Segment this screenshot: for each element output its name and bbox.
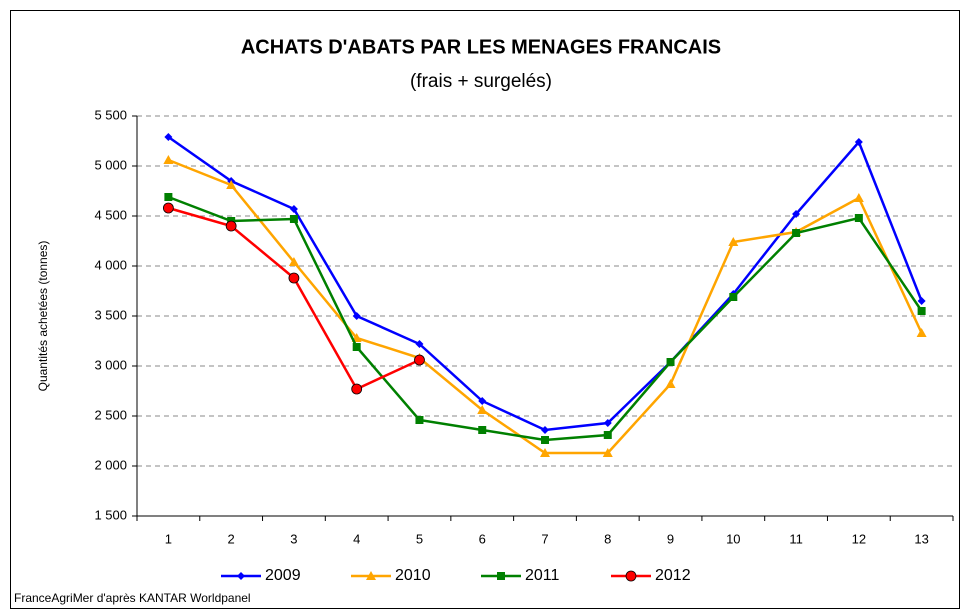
x-tick-label: 4 (353, 531, 360, 546)
marker (541, 436, 549, 444)
legend-marker (366, 571, 376, 580)
y-axis-label: Quantités achetées (tonnes) (36, 241, 50, 392)
marker (792, 210, 801, 218)
marker (164, 133, 173, 141)
y-tick-label: 3 000 (94, 357, 127, 372)
marker (415, 340, 424, 348)
marker (289, 205, 298, 213)
x-tick-label: 11 (789, 531, 803, 546)
marker (352, 312, 361, 320)
x-tick-label: 9 (667, 531, 674, 546)
marker (541, 426, 549, 434)
x-tick-label: 1 (165, 531, 172, 546)
y-tick-label: 4 000 (94, 257, 127, 272)
marker (225, 220, 237, 232)
source: FranceAgriMer d'après KANTAR Worldpanel (14, 591, 251, 605)
legend-marker (237, 572, 245, 580)
marker (854, 214, 863, 222)
legend-marker (625, 570, 637, 582)
y-tick-label: 1 500 (94, 507, 127, 522)
marker (917, 297, 926, 305)
marker (288, 257, 299, 266)
marker (603, 419, 612, 427)
marker (603, 431, 612, 439)
y-tick-label: 4 500 (94, 207, 127, 222)
marker (540, 448, 550, 457)
chart-subtitle: (frais + surgelés) (410, 71, 552, 92)
y-tick-label: 3 500 (94, 307, 127, 322)
chart-frame (10, 10, 960, 609)
x-tick-label: 7 (541, 531, 548, 546)
marker (853, 193, 864, 202)
legend-label: 2011 (525, 567, 560, 584)
x-tick-label: 8 (604, 531, 611, 546)
marker (602, 448, 613, 457)
marker (729, 293, 738, 301)
marker (854, 138, 863, 146)
y-tick-label: 2 500 (94, 407, 127, 422)
x-tick-label: 13 (914, 531, 928, 546)
y-tick-label: 5 500 (94, 107, 127, 122)
x-tick-label: 2 (228, 531, 235, 546)
marker (162, 202, 174, 214)
marker (288, 272, 300, 284)
marker (792, 229, 801, 237)
x-tick-label: 5 (416, 531, 423, 546)
legend-label: 2009 (265, 567, 301, 584)
marker (351, 383, 363, 395)
marker (289, 215, 298, 223)
x-tick-label: 6 (479, 531, 486, 546)
marker (478, 397, 487, 405)
legend-marker (497, 572, 505, 580)
marker (164, 193, 173, 201)
marker (415, 416, 424, 424)
chart-title: ACHATS D'ABATS PAR LES MENAGES FRANCAIS (241, 36, 721, 58)
marker (666, 358, 675, 366)
legend-label: 2012 (655, 567, 691, 584)
y-tick-label: 5 000 (94, 157, 127, 172)
legend-label: 2010 (395, 567, 431, 584)
x-tick-label: 10 (726, 531, 740, 546)
x-tick-label: 12 (852, 531, 866, 546)
marker (477, 405, 488, 414)
marker (163, 155, 174, 164)
marker (226, 180, 237, 189)
marker (352, 343, 361, 351)
marker (728, 237, 739, 246)
marker (414, 354, 425, 366)
marker (916, 328, 927, 337)
marker (478, 426, 487, 434)
x-tick-label: 3 (290, 531, 297, 546)
marker (665, 379, 676, 388)
marker (917, 307, 926, 315)
y-tick-label: 2 000 (94, 457, 127, 472)
